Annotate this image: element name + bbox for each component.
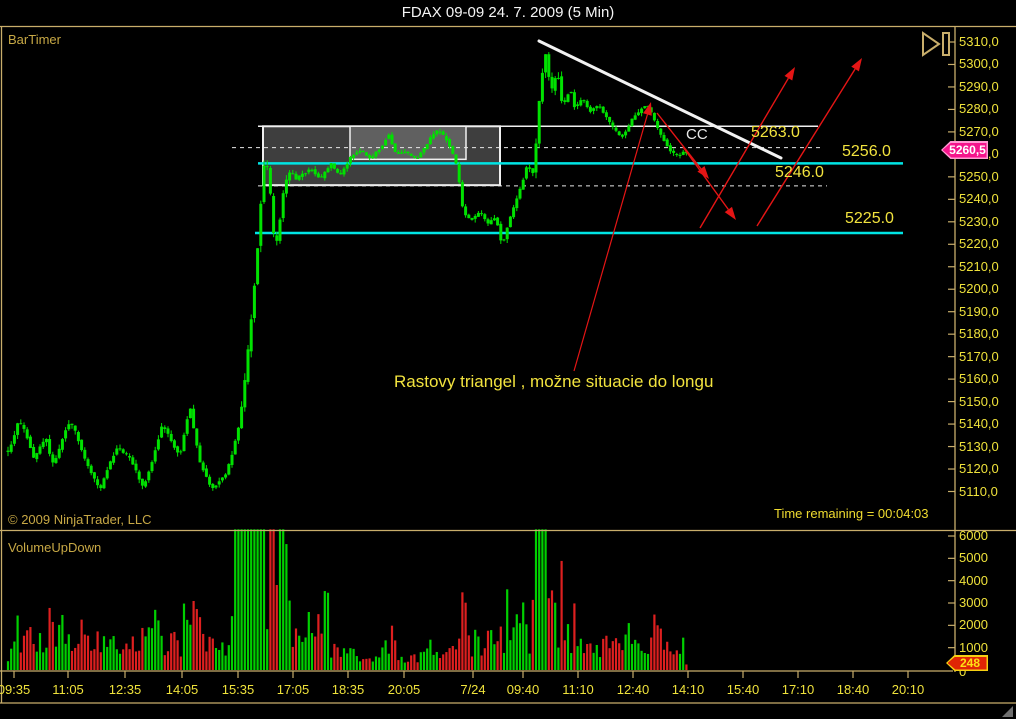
price-axis-label: 5240,0	[959, 191, 999, 207]
note-annotation-text[interactable]: Rastovy triangel , možne situacie do lon…	[394, 372, 714, 391]
level-label-5246[interactable]: 5246.0	[775, 164, 824, 181]
window-title: FDAX 09-09 24. 7. 2009 (5 Min)	[401, 4, 615, 21]
price-axis-label: 5220,0	[959, 236, 999, 252]
price-axis-label: 5130,0	[959, 438, 999, 454]
price-axis-label: 5210,0	[959, 258, 999, 274]
time-axis-label: 17:05	[276, 682, 310, 697]
bartimer-indicator-label: BarTimer	[8, 32, 61, 47]
time-axis-label: 15:40	[726, 682, 760, 697]
time-axis-label: 17:10	[781, 682, 815, 697]
volume-axis-label: 1000	[959, 639, 988, 655]
level-label-5225[interactable]: 5225.0	[845, 210, 894, 227]
volume-axis-label: 2000	[959, 617, 988, 633]
time-axis-label: 12:40	[616, 682, 650, 697]
time-axis-label: 09:40	[506, 682, 540, 697]
resize-grip-icon[interactable]	[1002, 706, 1013, 717]
price-axis-label: 5170,0	[959, 348, 999, 364]
arrow-annotation-head[interactable]	[784, 67, 795, 81]
time-axis-label: 18:40	[836, 682, 870, 697]
price-axis-label: 5150,0	[959, 393, 999, 409]
candlestick-series	[6, 52, 688, 491]
time-axis-label: 7/24	[460, 682, 486, 697]
price-axis-label: 5160,0	[959, 371, 999, 387]
cc-annotation-label[interactable]: CC	[686, 126, 708, 143]
time-axis-label: 15:35	[221, 682, 255, 697]
level-label-5256[interactable]: 5256.0	[842, 143, 891, 160]
arrow-annotation-head[interactable]	[851, 58, 862, 72]
price-axis-label: 5200,0	[959, 281, 999, 297]
price-axis-label: 5120,0	[959, 461, 999, 477]
arrow-annotation-head[interactable]	[724, 206, 736, 220]
last-price-marker: 5260,5	[941, 141, 988, 159]
arrow-annotation-head[interactable]	[643, 102, 652, 116]
price-axis-label: 5230,0	[959, 213, 999, 229]
time-axis-label: 09:35	[0, 682, 31, 697]
volumeupdown-indicator-label: VolumeUpDown	[8, 540, 102, 555]
price-axis-label: 5290,0	[959, 78, 999, 94]
arrow-annotation-line[interactable]	[756, 68, 856, 227]
volume-axis-label: 6000	[959, 528, 988, 543]
time-axis-label: 11:10	[562, 682, 594, 697]
arrow-annotation-head[interactable]	[697, 166, 709, 179]
price-axis-label: 5190,0	[959, 303, 999, 319]
last-volume-marker-value: 248	[947, 656, 987, 670]
time-axis-label: 12:35	[108, 682, 142, 697]
volume-axis-zero-label: 0	[959, 664, 967, 679]
time-axis-label: 20:10	[891, 682, 925, 697]
trendline-annotation[interactable]	[537, 39, 783, 160]
price-axis-label: 5110,0	[959, 483, 998, 499]
copyright-text: © 2009 NinjaTrader, LLC	[8, 512, 152, 527]
arrow-annotation-line[interactable]	[656, 112, 702, 170]
price-axis-label: 5300,0	[959, 56, 999, 72]
price-axis-label: 5280,0	[959, 101, 999, 117]
price-axis-label: 5140,0	[959, 416, 999, 432]
level-label-5263[interactable]: 5263.0	[751, 124, 800, 141]
time-axis-label: 18:35	[331, 682, 365, 697]
volume-axis-label: 3000	[959, 595, 988, 610]
volume-axis-label: 5000	[959, 550, 988, 566]
price-axis-label: 5310,0	[959, 34, 999, 49]
volume-series	[6, 529, 688, 670]
volume-axis-label: 4000	[959, 572, 988, 588]
arrow-annotation-line[interactable]	[573, 114, 648, 372]
last-volume-marker: 248	[946, 655, 988, 671]
step-forward-icon[interactable]	[918, 30, 954, 60]
bartimer-countdown-text: Time remaining = 00:04:03	[774, 506, 929, 521]
arrow-annotation-line[interactable]	[682, 146, 729, 210]
time-axis-label: 20:05	[387, 682, 421, 697]
last-price-marker-value: 5260,5	[942, 142, 987, 158]
price-axis-label: 5270,0	[959, 123, 999, 139]
price-axis-label: 5180,0	[959, 326, 999, 342]
time-axis-label: 11:05	[52, 682, 84, 697]
arrow-annotation-line[interactable]	[699, 77, 789, 229]
time-axis-label: 14:05	[165, 682, 199, 697]
price-axis-label: 5250,0	[959, 168, 999, 184]
time-axis-label: 14:10	[671, 682, 705, 697]
